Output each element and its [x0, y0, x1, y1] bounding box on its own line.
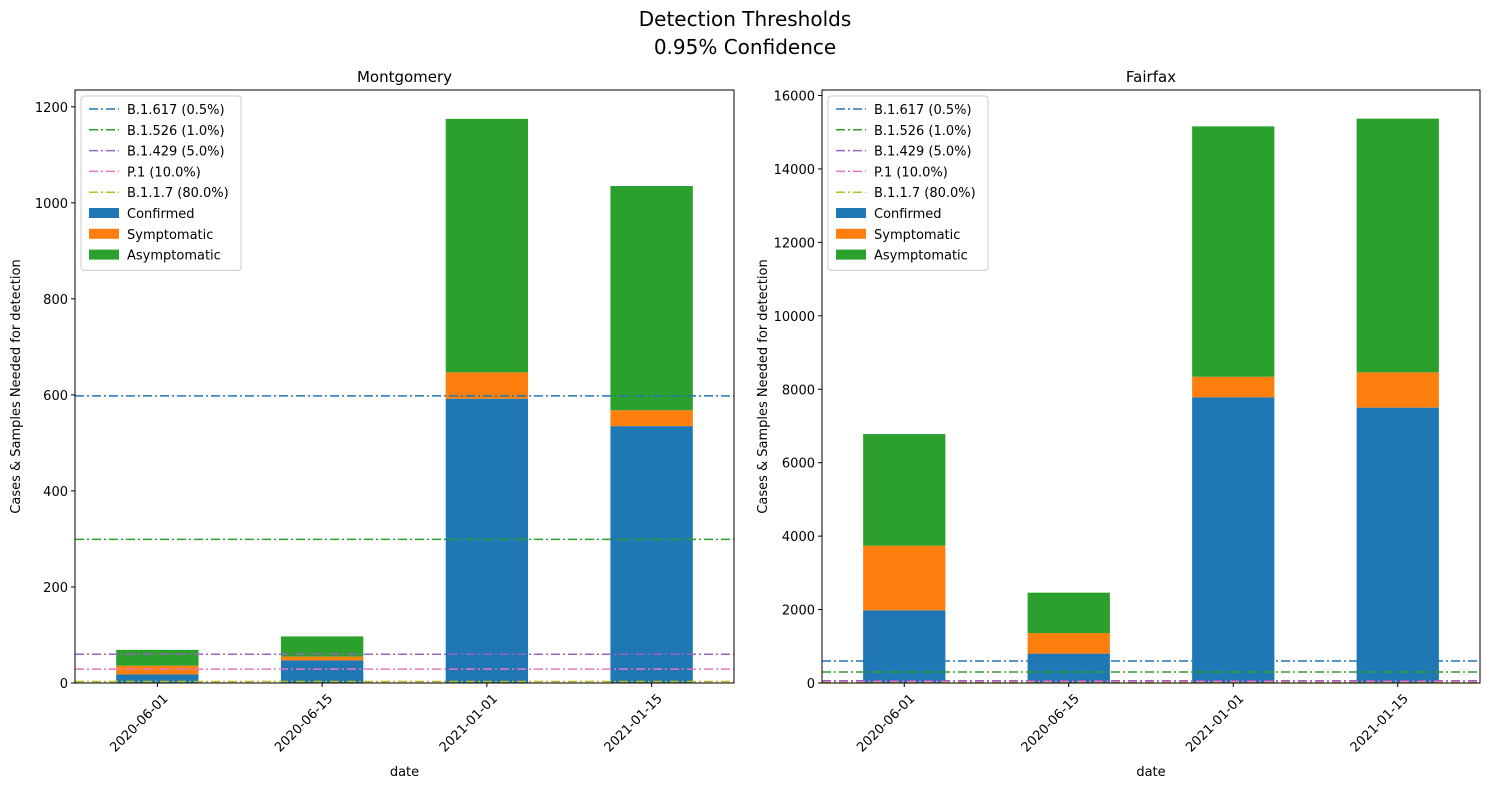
legend-label-symptomatic: Symptomatic [127, 228, 213, 243]
legend-label-b-1-526-1-0: B.1.526 (1.0%) [127, 124, 225, 139]
legend-label-symptomatic: Symptomatic [874, 228, 960, 243]
y-tick-label: 800 [43, 293, 68, 308]
x-tick-label: 2021-01-15 [602, 691, 666, 755]
legend-swatch-symptomatic [836, 228, 866, 239]
bar-symptomatic-2020-06-01 [116, 665, 199, 675]
axes-frame [74, 89, 735, 684]
axes-frame [821, 89, 1481, 684]
bar-confirmed-2021-01-01 [1192, 397, 1275, 683]
bar-symptomatic-2020-06-01 [863, 545, 946, 611]
legend-box [80, 95, 242, 271]
legend-label-confirmed: Confirmed [874, 207, 942, 222]
x-tick-label: 2020-06-15 [1019, 691, 1083, 755]
x-tick-label: 2020-06-15 [272, 691, 336, 755]
legend-label-p-1-10-0: P.1 (10.0%) [127, 165, 201, 180]
legend-swatch-confirmed [836, 208, 866, 218]
x-tick-label: 2020-06-01 [854, 691, 918, 755]
bar-confirmed-2020-06-15 [1027, 653, 1110, 683]
y-tick-label: 4000 [782, 530, 815, 545]
bar-asymptomatic-2021-01-01 [445, 118, 529, 373]
bar-confirmed-2020-06-01 [863, 610, 946, 683]
y-tick-label: 400 [43, 485, 68, 500]
bar-asymptomatic-2021-01-01 [1192, 126, 1275, 377]
bar-asymptomatic-2021-01-15 [1356, 118, 1439, 373]
legend-label-confirmed: Confirmed [127, 207, 195, 222]
bar-symptomatic-2021-01-15 [610, 410, 693, 427]
y-tick-label: 8000 [782, 383, 815, 398]
legend-label-b-1-617-0-5: B.1.617 (0.5%) [874, 103, 972, 118]
legend: B.1.617 (0.5%) B.1.526 (1.0%) B.1.429 (5.0… [827, 95, 989, 271]
x-tick-label: 2020-06-01 [107, 691, 171, 755]
bar-symptomatic-2020-06-15 [1027, 633, 1110, 654]
legend: B.1.617 (0.5%) B.1.526 (1.0%) B.1.429 (5.0… [80, 95, 242, 271]
x-tick-label: 2021-01-01 [437, 691, 501, 755]
legend-label-b-1-617-0-5: B.1.617 (0.5%) [127, 103, 225, 118]
legend-label-b-1-1-7-80-0: B.1.1.7 (80.0%) [874, 186, 976, 201]
legend-swatch-asymptomatic [836, 249, 866, 260]
bar-confirmed-2021-01-15 [610, 426, 693, 683]
bar-symptomatic-2020-06-15 [280, 656, 364, 661]
legend-label-asymptomatic: Asymptomatic [874, 249, 968, 264]
legend-label-b-1-429-5-0: B.1.429 (5.0%) [874, 145, 972, 160]
chart-title: Fairfax [1126, 68, 1176, 86]
bar-asymptomatic-2020-06-15 [1027, 592, 1110, 634]
y-tick-label: 200 [43, 581, 68, 596]
legend-label-p-1-10-0: P.1 (10.0%) [874, 165, 948, 180]
x-axis-label: date [390, 765, 419, 780]
chart-fairfax: 0 2000 4000 6000 8000 10000 12000 14000 16000 202… [756, 68, 1481, 780]
legend-swatch-symptomatic [89, 228, 119, 239]
legend-label-b-1-1-7-80-0: B.1.1.7 (80.0%) [127, 186, 229, 201]
chart-montgomery: 0 200 400 600 800 1000 1200 2020-06-01 2020-06-1… [9, 68, 735, 780]
y-tick-label: 2000 [782, 604, 815, 619]
bar-symptomatic-2021-01-01 [1192, 376, 1275, 398]
y-tick-label: 0 [60, 677, 68, 692]
y-tick-label: 0 [807, 677, 815, 692]
legend-box [827, 95, 989, 271]
y-tick-label: 6000 [782, 457, 815, 472]
y-axis-label: Cases & Samples Needed for detection [9, 259, 24, 513]
bar-confirmed-2021-01-01 [445, 398, 529, 683]
y-tick-label: 1000 [35, 197, 68, 212]
y-tick-label: 1200 [35, 101, 68, 116]
y-tick-label: 10000 [774, 310, 815, 325]
bar-confirmed-2021-01-15 [1356, 407, 1439, 683]
x-tick-label: 2021-01-01 [1183, 691, 1247, 755]
y-axis-label: Cases & Samples Needed for detection [756, 259, 771, 513]
legend-label-b-1-526-1-0: B.1.526 (1.0%) [874, 124, 972, 139]
y-tick-label: 600 [43, 389, 68, 404]
y-tick-label: 12000 [774, 236, 815, 251]
figure-title-line-2: 0.95% Confidence [653, 35, 837, 59]
bar-symptomatic-2021-01-15 [1356, 372, 1439, 408]
bar-symptomatic-2021-01-01 [445, 372, 529, 399]
legend-swatch-confirmed [89, 208, 119, 218]
chart-title: Montgomery [357, 68, 452, 86]
figure-title-line-1: Detection Thresholds [638, 7, 852, 31]
legend-label-asymptomatic: Asymptomatic [127, 249, 221, 264]
bar-asymptomatic-2020-06-15 [280, 636, 364, 657]
y-tick-label: 16000 [774, 90, 815, 105]
bar-confirmed-2020-06-01 [116, 674, 199, 683]
bar-asymptomatic-2020-06-01 [116, 649, 199, 666]
x-axis-label: date [1136, 765, 1165, 780]
bar-asymptomatic-2020-06-01 [863, 434, 946, 546]
legend-label-b-1-429-5-0: B.1.429 (5.0%) [127, 145, 225, 160]
bar-confirmed-2020-06-15 [280, 660, 364, 683]
x-tick-label: 2021-01-15 [1348, 691, 1412, 755]
bar-asymptomatic-2021-01-15 [610, 186, 693, 411]
y-tick-label: 14000 [774, 163, 815, 178]
legend-swatch-asymptomatic [89, 249, 119, 260]
